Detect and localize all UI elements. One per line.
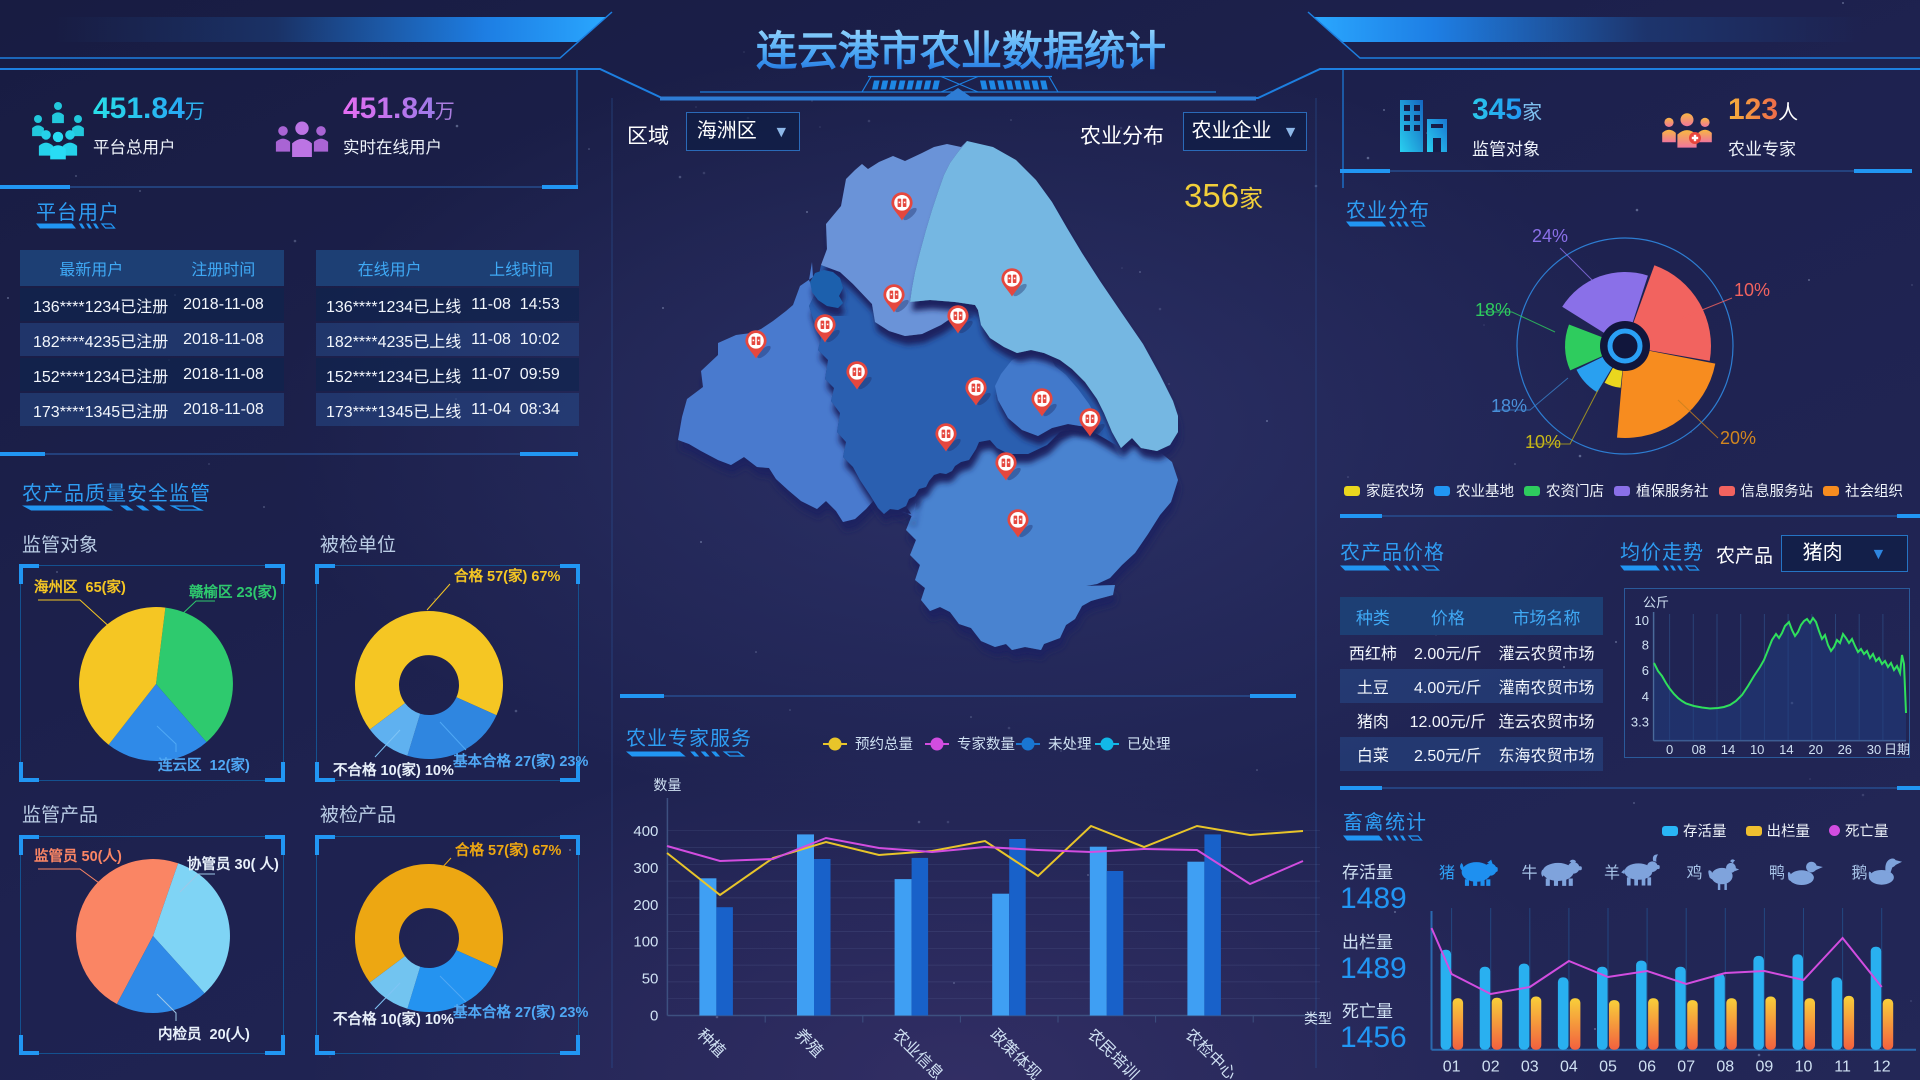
svg-text:03: 03: [1521, 1059, 1539, 1076]
svg-text:鹅: 鹅: [1852, 864, 1868, 882]
svg-text:300: 300: [633, 860, 658, 877]
svg-text:100: 100: [633, 934, 658, 951]
svg-text:09: 09: [1756, 1059, 1774, 1076]
svg-text:牛: 牛: [1522, 864, 1538, 882]
svg-text:协管员 30( 人): 协管员 30( 人): [187, 855, 279, 873]
svg-text:08: 08: [1692, 742, 1706, 757]
svg-text:农业信息: 农业信息: [889, 1026, 947, 1080]
svg-text:已处理: 已处理: [1127, 736, 1171, 753]
svg-text:基本合格 27(家) 23%: 基本合格 27(家) 23%: [452, 752, 588, 770]
svg-text:政策体现: 政策体现: [986, 1026, 1044, 1080]
svg-text:类型: 类型: [1304, 1011, 1332, 1027]
svg-text:10: 10: [1795, 1059, 1813, 1076]
svg-text:8: 8: [1642, 638, 1649, 653]
svg-text:0: 0: [650, 1008, 658, 1025]
svg-text:合格 57(家) 67%: 合格 57(家) 67%: [453, 567, 560, 585]
svg-text:未处理: 未处理: [1048, 736, 1092, 753]
svg-text:20: 20: [1808, 742, 1822, 757]
svg-text:3.3: 3.3: [1631, 714, 1649, 729]
svg-text:合格 57(家) 67%: 合格 57(家) 67%: [454, 841, 561, 859]
svg-text:10: 10: [1750, 742, 1764, 757]
svg-text:4: 4: [1642, 689, 1649, 704]
svg-text:公斤: 公斤: [1643, 595, 1669, 610]
svg-text:400: 400: [633, 823, 658, 840]
svg-text:0: 0: [1666, 742, 1673, 757]
svg-text:11: 11: [1834, 1059, 1851, 1076]
svg-text:猪: 猪: [1439, 864, 1455, 882]
svg-text:不合格 10(家) 10%: 不合格 10(家) 10%: [333, 1010, 454, 1028]
svg-text:鸭: 鸭: [1769, 864, 1785, 882]
svg-text:农民培训: 农民培训: [1084, 1026, 1142, 1080]
svg-text:数量: 数量: [653, 777, 681, 793]
svg-text:赣榆区 23(家): 赣榆区 23(家): [189, 583, 277, 601]
svg-text:种植: 种植: [694, 1026, 729, 1061]
svg-text:12: 12: [1873, 1059, 1891, 1076]
svg-text:连云区 12(家): 连云区 12(家): [158, 756, 250, 774]
svg-text:预约总量: 预约总量: [855, 736, 913, 753]
svg-text:14: 14: [1779, 742, 1793, 757]
svg-text:01: 01: [1443, 1059, 1461, 1076]
svg-text:10: 10: [1635, 613, 1649, 628]
svg-text:05: 05: [1599, 1059, 1617, 1076]
svg-text:海州区 65(家): 海州区 65(家): [34, 578, 126, 596]
svg-text:鸡: 鸡: [1687, 864, 1703, 882]
svg-text:02: 02: [1482, 1059, 1500, 1076]
svg-text:专家数量: 专家数量: [957, 736, 1015, 753]
svg-text:08: 08: [1716, 1059, 1734, 1076]
svg-text:6: 6: [1642, 663, 1649, 678]
svg-text:内检员 20(人): 内检员 20(人): [158, 1025, 250, 1043]
svg-text:养殖: 养殖: [791, 1026, 826, 1061]
svg-text:30: 30: [1867, 742, 1881, 757]
svg-text:14: 14: [1721, 742, 1735, 757]
svg-text:羊: 羊: [1604, 864, 1620, 882]
svg-text:50: 50: [642, 971, 659, 988]
svg-text:不合格 10(家) 10%: 不合格 10(家) 10%: [333, 761, 454, 779]
svg-text:26: 26: [1838, 742, 1852, 757]
svg-text:农检中心: 农检中心: [1182, 1026, 1240, 1080]
svg-text:日期: 日期: [1884, 742, 1910, 757]
svg-text:07: 07: [1677, 1059, 1695, 1076]
svg-text:基本合格 27(家) 23%: 基本合格 27(家) 23%: [452, 1003, 588, 1021]
svg-text:200: 200: [633, 897, 658, 914]
svg-text:06: 06: [1638, 1059, 1656, 1076]
svg-text:04: 04: [1560, 1059, 1578, 1076]
svg-text:监管员 50(人): 监管员 50(人): [34, 847, 122, 865]
